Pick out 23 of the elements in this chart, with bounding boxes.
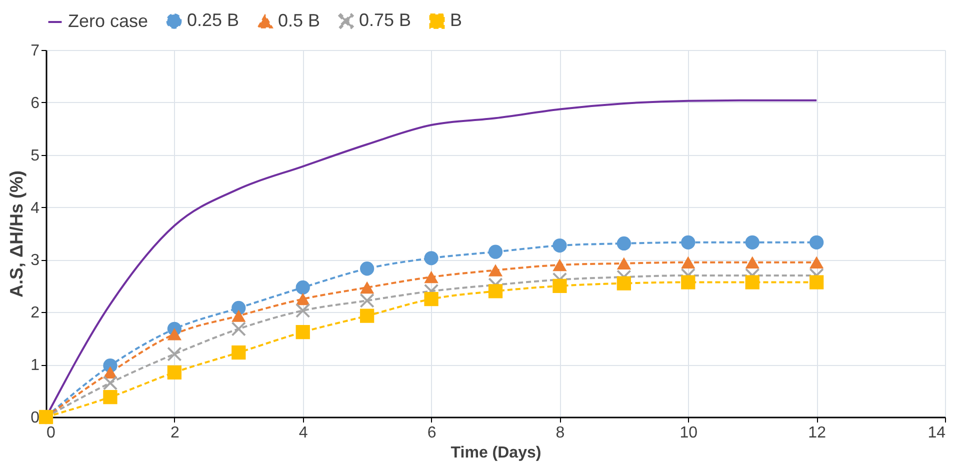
legend-label: B [450, 10, 462, 30]
x-tick-label: 4 [298, 424, 308, 442]
legend-label: Zero case [68, 11, 148, 31]
legend-label: 0.75 B [359, 10, 412, 30]
x-tick-label: 2 [170, 424, 180, 442]
y-tick-label: 2 [30, 304, 40, 322]
x-axis-title: Time (Days) [450, 444, 542, 462]
x-tick-label: 6 [427, 424, 436, 442]
x-tick-label: 0 [46, 424, 56, 442]
y-tick-label: 0 [30, 410, 40, 426]
legend-label: 0.25 B [187, 10, 240, 30]
legend-label: 0.5 B [278, 10, 320, 31]
y-axis-title: A.S, ΔH/Hs (%) [6, 170, 27, 298]
y-tick-label: 4 [30, 200, 40, 217]
y-tick-label: 5 [30, 147, 40, 164]
x-tick-label: 10 [680, 424, 698, 442]
x-tick-label: 8 [556, 424, 565, 442]
y-tick-label: 7 [30, 42, 40, 60]
x-tick-label: 12 [808, 424, 826, 442]
y-tick-label: 3 [30, 252, 40, 270]
y-tick-label: 1 [30, 357, 40, 374]
y-tick-label: 6 [30, 94, 40, 112]
x-tick-label: 14 [928, 424, 946, 442]
